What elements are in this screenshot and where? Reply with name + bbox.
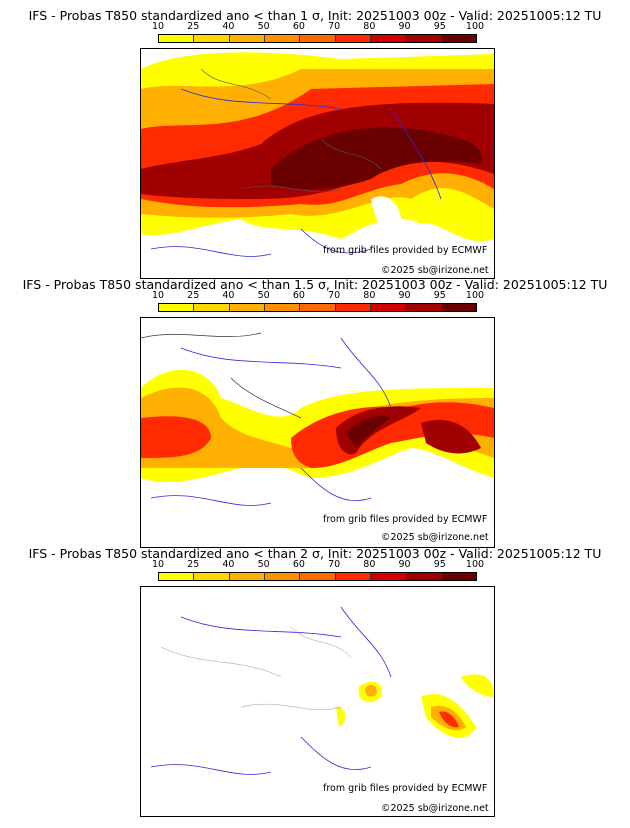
colorbar-tick-label: 40 xyxy=(222,21,235,32)
colorbar-ticks: 10 25 40 50 60 70 80 90 95 100 xyxy=(152,21,484,33)
colorbar-segment xyxy=(300,573,336,580)
colorbar-tick-label: 60 xyxy=(292,559,305,570)
colorbar-segment xyxy=(194,573,230,580)
colorbar-tick-label: 50 xyxy=(257,559,270,570)
colorbar-segment xyxy=(194,35,230,42)
colorbar-tick-label: 50 xyxy=(257,21,270,32)
colorbar-tick-label: 10 xyxy=(151,559,165,570)
colorbar-tick-label: 90 xyxy=(398,559,411,570)
colorbar-segment xyxy=(335,304,371,311)
probability-field xyxy=(141,332,494,506)
colorbar-segment xyxy=(194,304,230,311)
colorbar-tick-label: 60 xyxy=(292,290,305,301)
colorbar-segment xyxy=(159,573,195,580)
colorbar xyxy=(158,572,477,581)
colorbar-segment xyxy=(406,304,442,311)
colorbar-segment xyxy=(406,573,442,580)
colorbar-segment xyxy=(264,304,301,311)
colorbar-segment xyxy=(335,573,371,580)
colorbar-tick-label: 90 xyxy=(398,21,411,32)
colorbar-segment xyxy=(441,304,476,311)
panel-1: IFS - Probas T850 standardized ano < tha… xyxy=(0,8,630,279)
colorbar-tick-label: 80 xyxy=(363,559,376,570)
colorbar-tick-label: 95 xyxy=(433,290,446,301)
colorbar-tick-label: 95 xyxy=(433,21,446,32)
colorbar-segment xyxy=(335,35,371,42)
colorbar-tick-label: 95 xyxy=(433,559,446,570)
colorbar-segment xyxy=(300,304,336,311)
colorbar-segment xyxy=(300,35,336,42)
colorbar-tick-label: 80 xyxy=(363,290,376,301)
colorbar-segment xyxy=(406,35,442,42)
colorbar-tick-label: 60 xyxy=(292,21,305,32)
colorbar-ticks: 10 25 40 50 60 70 80 90 95 100 xyxy=(152,290,484,302)
colorbar-tick-label: 70 xyxy=(328,559,341,570)
copyright: ©2025 sb@irizone.net xyxy=(381,532,489,543)
colorbar xyxy=(158,34,477,43)
colorbar-tick-label: 100 xyxy=(465,290,485,301)
colorbar-segment xyxy=(159,304,195,311)
colorbar-tick-label: 100 xyxy=(465,559,485,570)
map: from grib files provided by ECMWF ©2025 … xyxy=(140,586,495,817)
probability-field xyxy=(141,52,494,257)
colorbar-segment xyxy=(264,573,301,580)
probability-field xyxy=(150,606,494,775)
colorbar-tick-label: 10 xyxy=(151,290,165,301)
colorbar-tick-label: 40 xyxy=(222,290,235,301)
colorbar-segment xyxy=(441,573,476,580)
colorbar-tick-label: 100 xyxy=(465,21,485,32)
colorbar-tick-label: 25 xyxy=(187,290,200,301)
panel-title: IFS - Probas T850 standardized ano < tha… xyxy=(28,546,602,561)
colorbar-tick-label: 25 xyxy=(187,21,200,32)
colorbar-segment xyxy=(370,304,407,311)
colorbar-segment xyxy=(229,304,265,311)
colorbar-tick-label: 10 xyxy=(151,21,165,32)
colorbar xyxy=(158,303,477,312)
colorbar-segment xyxy=(441,35,476,42)
colorbar-tick-label: 40 xyxy=(222,559,235,570)
colorbar-tick-label: 90 xyxy=(398,290,411,301)
colorbar-tick-label: 50 xyxy=(257,290,270,301)
map: from grib files provided by ECMWF ©2025 … xyxy=(140,48,495,279)
colorbar-tick-label: 70 xyxy=(328,290,341,301)
map: from grib files provided by ECMWF ©2025 … xyxy=(140,317,495,548)
colorbar-segment xyxy=(370,35,407,42)
source-credit: from grib files provided by ECMWF xyxy=(323,783,488,794)
colorbar-segment xyxy=(159,35,195,42)
copyright: ©2025 sb@irizone.net xyxy=(381,803,489,814)
colorbar-segment xyxy=(229,573,265,580)
colorbar-segment xyxy=(264,35,301,42)
source-credit: from grib files provided by ECMWF xyxy=(323,245,488,256)
colorbar-tick-label: 25 xyxy=(187,559,200,570)
colorbar-segment xyxy=(370,573,407,580)
colorbar-ticks: 10 25 40 50 60 70 80 90 95 100 xyxy=(152,559,484,571)
colorbar-segment xyxy=(229,35,265,42)
panel-3: IFS - Probas T850 standardized ano < tha… xyxy=(0,546,630,818)
colorbar-tick-label: 70 xyxy=(328,21,341,32)
panel-title: IFS - Probas T850 standardized ano < tha… xyxy=(22,277,608,292)
panel-2: IFS - Probas T850 standardized ano < tha… xyxy=(0,277,630,548)
panel-title: IFS - Probas T850 standardized ano < tha… xyxy=(28,8,602,23)
copyright: ©2025 sb@irizone.net xyxy=(381,265,489,276)
colorbar-tick-label: 80 xyxy=(363,21,376,32)
source-credit: from grib files provided by ECMWF xyxy=(323,514,488,525)
